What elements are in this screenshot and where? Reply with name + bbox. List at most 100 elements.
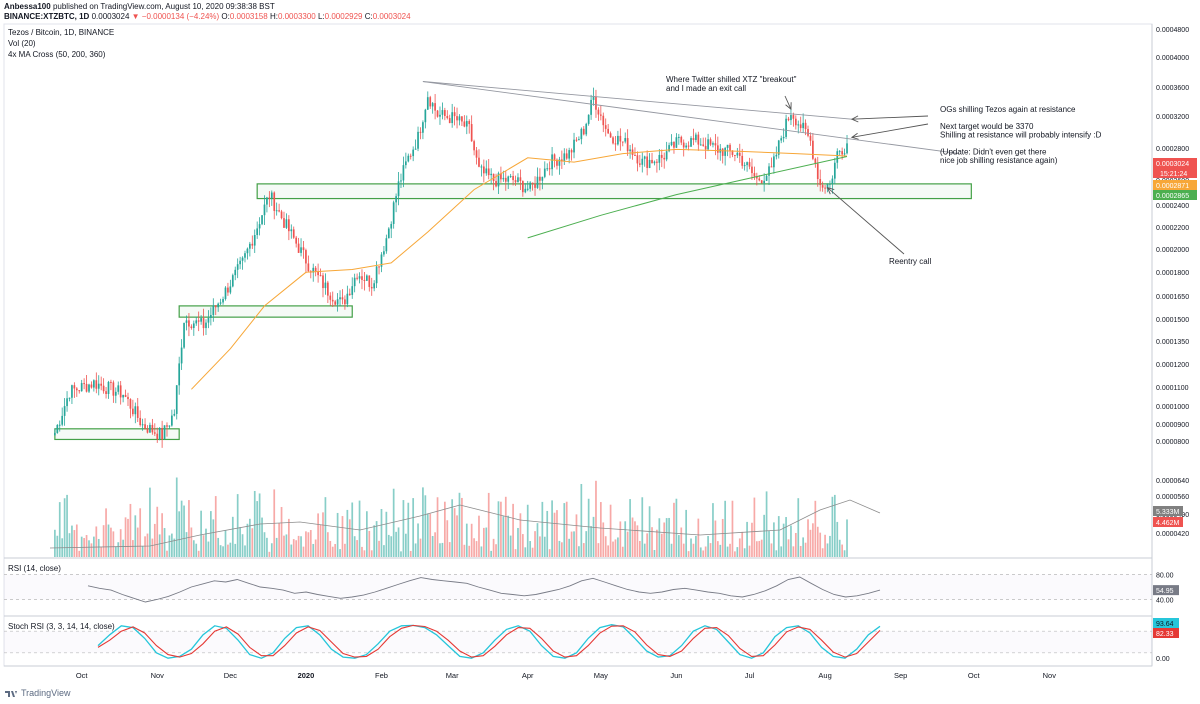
- candle: [139, 410, 142, 427]
- volume-label-text: 5.333M: [1156, 509, 1180, 516]
- volume-bar: [629, 499, 631, 557]
- candle: [217, 302, 220, 312]
- trendline: [422, 81, 852, 120]
- rsi-band: [4, 575, 1152, 600]
- volume-bar: [656, 529, 658, 557]
- candle-body: [395, 196, 397, 203]
- candle-body: [770, 166, 773, 168]
- x-tick-label: Aug: [818, 671, 831, 680]
- candle: [146, 425, 149, 434]
- y-tick-label: 0.0004800: [1156, 27, 1189, 34]
- candle-body: [214, 305, 217, 308]
- candle: [794, 115, 797, 130]
- volume-bar: [673, 502, 675, 557]
- candle: [93, 379, 95, 392]
- volume-bar: [144, 536, 146, 557]
- candle: [599, 105, 602, 121]
- volume-bar: [794, 532, 797, 557]
- volume-bar: [234, 543, 237, 557]
- candle: [526, 180, 529, 192]
- y-tick-label: 0.0003200: [1156, 114, 1189, 121]
- ohlc-line: BINANCE:XTZBTC, 1D 0.0003024 ▼ −0.000013…: [4, 12, 411, 22]
- volume-bar: [363, 550, 366, 557]
- volume-bar: [609, 504, 612, 557]
- volume-bar: [543, 536, 546, 557]
- candle: [400, 173, 402, 189]
- candle-body: [775, 154, 778, 157]
- candle-body: [224, 287, 227, 300]
- candle: [456, 107, 458, 129]
- volume-label-box: [1153, 517, 1183, 527]
- volume-bar: [792, 546, 795, 557]
- volume-bar: [336, 512, 339, 557]
- candle: [100, 376, 103, 391]
- candle: [760, 180, 763, 184]
- volume-bar: [197, 550, 200, 557]
- candle: [124, 389, 127, 398]
- volume-bar: [202, 535, 205, 557]
- volume-bar: [280, 506, 283, 557]
- candle-body: [129, 399, 132, 409]
- volume-label: 4.462M: [1153, 517, 1183, 527]
- stoch-last-label: 82.33: [1153, 628, 1179, 638]
- candle-body: [363, 279, 366, 281]
- candle: [695, 132, 697, 143]
- candle-body: [707, 139, 709, 150]
- volume-bar: [266, 537, 268, 557]
- candle: [234, 266, 237, 281]
- volume-bar: [685, 509, 688, 557]
- volume-bar: [63, 498, 66, 557]
- volume-bar: [139, 508, 142, 557]
- candle: [626, 129, 629, 156]
- volume-bar: [288, 518, 290, 557]
- x-tick-label: Mar: [446, 671, 459, 680]
- candle-body: [329, 295, 332, 300]
- volume-bar: [110, 527, 112, 557]
- volume-bar: [95, 526, 98, 557]
- volume-bar: [239, 527, 241, 557]
- volume-bar: [114, 546, 117, 557]
- volume-bar: [185, 532, 188, 557]
- volume-bar: [414, 543, 417, 557]
- volume-bar: [626, 531, 629, 557]
- candle: [434, 94, 436, 120]
- volume-bar: [663, 522, 666, 557]
- candle-body: [807, 129, 809, 136]
- volume-bar: [782, 523, 785, 557]
- volume-bar: [434, 532, 436, 557]
- candle-body: [843, 153, 846, 155]
- candle-body: [300, 247, 302, 253]
- candle: [521, 180, 524, 197]
- candle: [490, 168, 493, 184]
- candle-body: [651, 159, 653, 164]
- candle-body: [731, 150, 734, 155]
- candle-body: [375, 266, 378, 284]
- candle: [539, 168, 541, 191]
- volume-bar: [85, 535, 88, 557]
- candle-body: [73, 385, 76, 389]
- volume-bar: [624, 521, 627, 557]
- volume-bar: [636, 525, 639, 557]
- candle: [673, 141, 675, 154]
- candle: [132, 399, 134, 417]
- candle-body: [748, 162, 751, 167]
- candle-body: [405, 161, 407, 166]
- candle: [614, 136, 617, 151]
- candle: [297, 237, 300, 253]
- volume-bar: [300, 536, 302, 557]
- candle-body: [236, 264, 239, 270]
- volume-bar: [556, 510, 558, 557]
- volume-bar: [731, 500, 734, 557]
- candle-body: [690, 138, 692, 147]
- volume-bar: [575, 514, 578, 557]
- volume-bar: [529, 541, 532, 557]
- volume-bar: [253, 490, 256, 557]
- volume-bar: [249, 518, 251, 557]
- publisher-name: Anbessa100: [4, 2, 51, 11]
- ma-50-line: [191, 148, 848, 390]
- candle-body: [543, 168, 546, 177]
- candle-body: [351, 286, 354, 295]
- volume-bar: [475, 541, 478, 557]
- volume-bar: [268, 551, 271, 557]
